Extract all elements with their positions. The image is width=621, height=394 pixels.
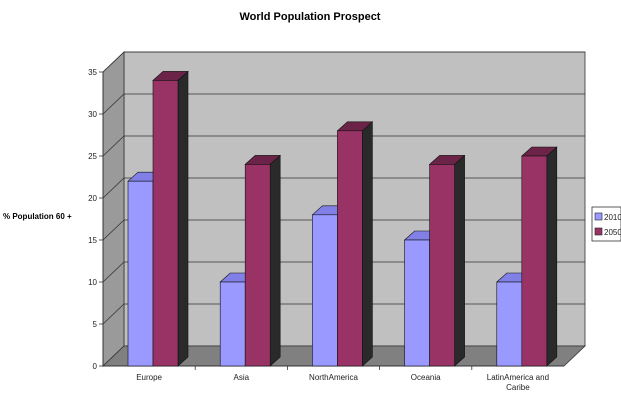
y-tick-label: 20 <box>88 194 97 203</box>
bar-side <box>546 146 558 367</box>
bar-side <box>269 154 281 367</box>
x-tick-label: Caribe <box>506 383 530 392</box>
bar-side <box>177 70 189 367</box>
plot-area: 0 5 10 15 20 25 30 35 Europe Asia NorthAmerica Ocea… <box>88 51 586 392</box>
bar-2050-1 <box>244 164 271 367</box>
gridline <box>102 93 585 115</box>
bar-side <box>362 121 373 367</box>
chart-title: World Population Prospect <box>240 11 381 23</box>
x-tick-label: Oceania <box>411 373 441 382</box>
gridline <box>102 135 585 157</box>
x-tick-label: LatinAmerica and <box>487 373 549 382</box>
y-tick-label: 0 <box>93 362 98 371</box>
bar-2010-4 <box>496 281 523 367</box>
bar-2010-2 <box>312 214 338 367</box>
bar-2050-3 <box>429 164 455 367</box>
legend-label-2010: 2010 <box>604 213 621 222</box>
x-tick-label: Europe <box>136 373 162 382</box>
y-tick-label: 35 <box>88 68 97 77</box>
x-tick-label: Asia <box>234 373 250 382</box>
x-tick-label: NorthAmerica <box>309 373 358 382</box>
y-tick-label: 5 <box>93 320 98 329</box>
side-wall <box>102 51 125 367</box>
y-axis-label: % Population 60 + <box>3 212 72 221</box>
bar-2050-0 <box>152 80 179 367</box>
legend-swatch-2050 <box>594 227 603 236</box>
bar-2050-4 <box>521 155 548 367</box>
legend-label-2050: 2050 <box>604 228 621 237</box>
y-tick-label: 30 <box>88 110 97 119</box>
gridline <box>102 51 585 73</box>
bar-2010-1 <box>219 281 246 367</box>
legend-swatch-2010 <box>594 212 603 221</box>
y-tick-label: 10 <box>88 278 97 287</box>
y-tick-label: 15 <box>88 236 97 245</box>
bar-2010-3 <box>404 239 430 367</box>
y-tick-label: 25 <box>88 152 97 161</box>
bar-2010-0 <box>127 180 154 367</box>
bar-side <box>454 154 465 367</box>
legend-box <box>591 206 621 242</box>
legend: 2010 2050 <box>591 206 621 242</box>
bar-2050-2 <box>337 130 363 367</box>
